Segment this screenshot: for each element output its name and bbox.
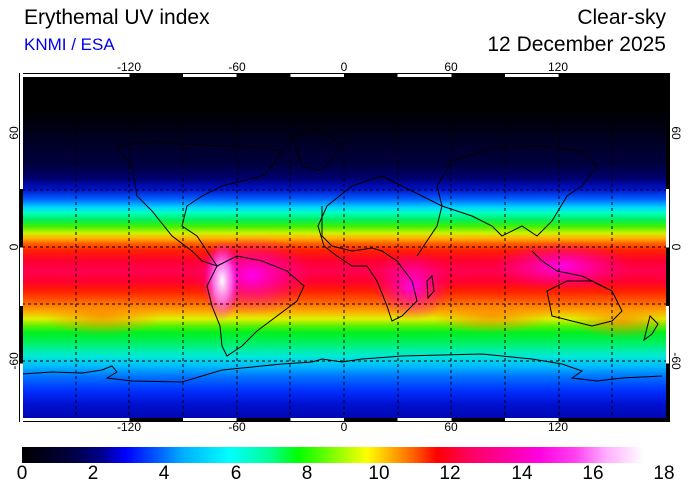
- map-overlay: [22, 76, 666, 418]
- lon-tick-top: -60: [228, 60, 246, 74]
- colorbar-label: 0: [16, 463, 28, 484]
- colorbar-label: 18: [653, 463, 675, 484]
- colorbar-label: 8: [301, 463, 313, 484]
- lon-tick-top: -120: [116, 60, 142, 74]
- condition-label: Clear-sky: [577, 6, 666, 29]
- map-title: Erythemal UV index: [24, 6, 210, 29]
- lon-tick-bottom: -60: [228, 420, 246, 434]
- lon-tick-bottom: -120: [116, 420, 142, 434]
- colorbar-label: 14: [511, 463, 533, 484]
- colorbar-label: 2: [87, 463, 99, 484]
- lat-tick-right: -60: [669, 352, 683, 370]
- lat-tick-right: 60: [669, 126, 683, 140]
- colorbar-label: 6: [230, 463, 242, 484]
- credit-label: KNMI / ESA: [24, 35, 115, 54]
- colorbar-label: 16: [582, 463, 604, 484]
- colorbar-label: 4: [158, 463, 170, 484]
- uv-index-map: [22, 76, 666, 418]
- lon-tick-top: 120: [547, 60, 569, 74]
- lon-tick-bottom: 0: [340, 420, 348, 434]
- graticule: [22, 76, 666, 418]
- colorbar-label: 10: [368, 463, 390, 484]
- lon-tick-top: 60: [444, 60, 458, 74]
- lon-tick-bottom: 120: [547, 420, 569, 434]
- lon-tick-bottom: 60: [444, 420, 458, 434]
- date-label: 12 December 2025: [487, 33, 666, 56]
- colorbar: [22, 447, 644, 463]
- lon-tick-top: 0: [340, 60, 348, 74]
- map-frame-bottom: [22, 418, 666, 422]
- map-frame-right: [666, 73, 670, 422]
- map-frame-left: [19, 73, 23, 422]
- lat-tick-left: 60: [7, 126, 21, 140]
- lat-tick-right: 0: [669, 243, 683, 251]
- coastlines: [22, 130, 663, 383]
- lat-tick-left: 0: [7, 243, 21, 251]
- map-frame-top: [22, 73, 666, 77]
- lat-tick-left: -60: [7, 352, 21, 370]
- colorbar-label: 12: [439, 463, 461, 484]
